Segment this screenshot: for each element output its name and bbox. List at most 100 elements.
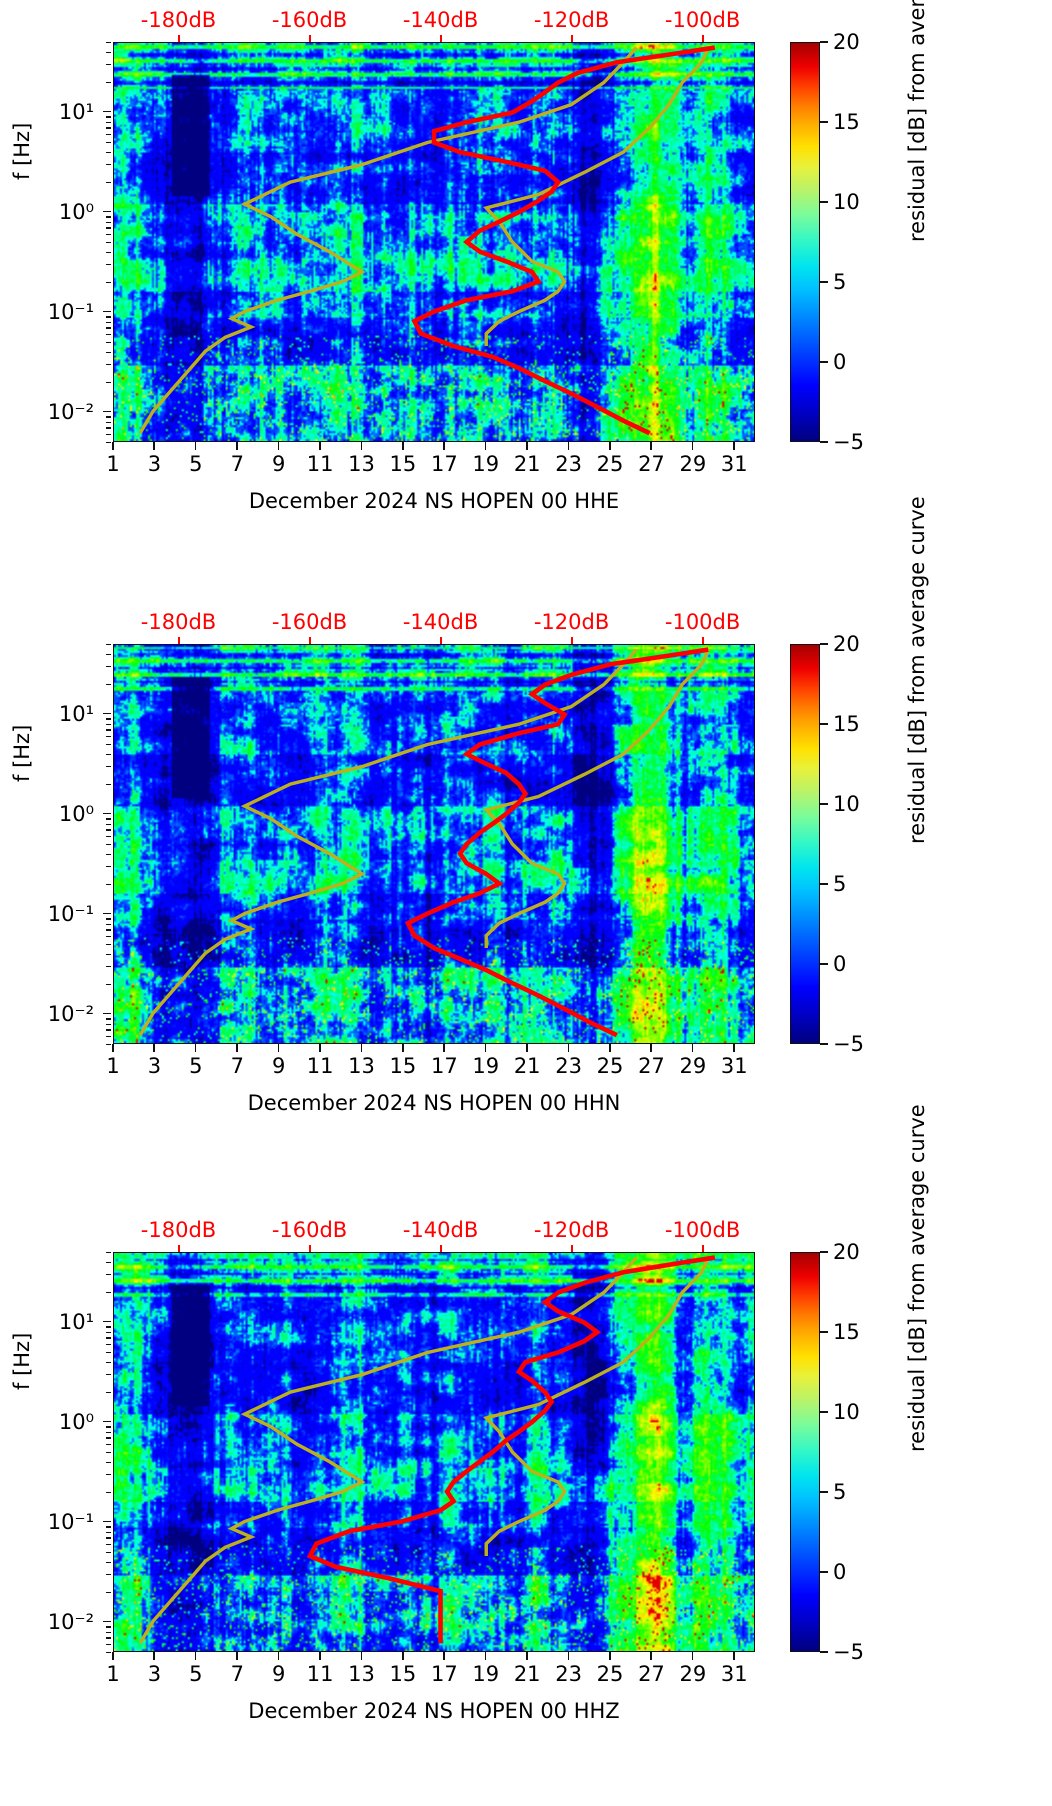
y-minor-tick <box>106 1552 111 1554</box>
y-minor-tick <box>106 936 111 938</box>
x-tick-mark <box>401 442 404 450</box>
x-tick-mark <box>484 442 487 450</box>
y-minor-tick <box>106 1023 111 1025</box>
x-tick-mark <box>236 442 238 450</box>
colorbar-tick-mark <box>820 1043 828 1045</box>
y-minor-tick <box>106 1626 111 1628</box>
db-tick-mark <box>701 1245 704 1252</box>
db-tick-label: -120dB <box>533 8 610 32</box>
y-minor-tick <box>106 1018 111 1020</box>
y-minor-tick <box>106 327 111 329</box>
y-tick-mark <box>103 310 111 313</box>
x-tick-mark <box>609 442 611 450</box>
colorbar-tick-mark <box>820 361 828 363</box>
x-tick-mark <box>650 1044 653 1052</box>
y-minor-tick <box>106 1431 111 1433</box>
y-minor-tick <box>106 1274 111 1276</box>
x-tick-label: 17 <box>430 1054 458 1078</box>
x-tick-mark <box>691 442 694 450</box>
y-minor-tick <box>106 923 111 925</box>
colorbar-ticks: 20 15 10 5 0 −5 <box>820 1240 910 1664</box>
colorbar-tick-mark <box>820 643 828 645</box>
y-tick-label: 10⁻¹ <box>47 299 94 324</box>
y-tick-label: 10⁰ <box>58 199 94 224</box>
y-minor-tick <box>106 1426 111 1428</box>
db-axis-hhz: -180dB -160dB -140dB -120dB -100dB <box>113 1218 755 1252</box>
x-tick-label: 31 <box>720 1662 748 1686</box>
db-axis-hhn: -180dB -160dB -140dB -120dB -100dB <box>113 610 755 644</box>
y-tick-label: 10¹ <box>58 1309 94 1334</box>
x-tick-mark <box>319 1044 321 1052</box>
y-minor-tick <box>106 264 111 266</box>
colorbar-tick-mark <box>820 441 828 443</box>
db-tick-mark <box>570 35 573 42</box>
y-minor-tick <box>106 142 111 144</box>
colorbar-tick-label: 5 <box>833 270 847 294</box>
x-tick-mark <box>526 442 528 450</box>
x-tick-mark <box>484 1652 487 1660</box>
curve-overlay <box>114 1253 754 1651</box>
panel-title-hhe: December 2024 NS HOPEN 00 HHE <box>248 489 620 513</box>
y-minor-tick <box>106 381 111 383</box>
colorbar-tick-mark <box>820 963 828 965</box>
y-minor-tick <box>106 1574 111 1576</box>
y-tick-label: 10¹ <box>58 99 94 124</box>
db-tick-mark <box>701 637 704 644</box>
colorbar-tick-mark <box>820 1411 828 1413</box>
colorbar-ticks: 20 15 10 5 0 −5 <box>820 632 910 1056</box>
db-tick-label: -100dB <box>664 8 741 32</box>
y-tick-mark <box>103 712 111 715</box>
y-minor-tick <box>106 644 111 646</box>
x-tick-label: 5 <box>189 1054 203 1078</box>
y-minor-tick <box>106 836 111 838</box>
db-tick-label: -160dB <box>271 8 348 32</box>
y-minor-tick <box>106 718 111 720</box>
db-tick-label: -100dB <box>664 1218 741 1242</box>
db-tick-mark <box>308 35 311 42</box>
colorbar-tick-mark <box>820 1331 828 1333</box>
y-tick-mark <box>103 1420 111 1423</box>
x-tick-mark <box>277 1652 280 1660</box>
colorbar-hhz <box>790 1252 820 1652</box>
y-minor-tick <box>106 1326 111 1328</box>
db-tick-mark <box>308 1245 311 1252</box>
y-minor-tick <box>106 783 111 785</box>
y-minor-tick <box>106 1252 111 1254</box>
y-minor-tick <box>106 242 111 244</box>
x-tick-mark <box>567 1044 570 1052</box>
x-tick-label: 3 <box>147 452 162 476</box>
y-minor-tick <box>106 81 111 83</box>
y-minor-tick <box>106 736 111 738</box>
y-minor-tick <box>106 151 111 153</box>
y-minor-tick <box>106 1391 111 1393</box>
x-tick-mark <box>401 1652 404 1660</box>
y-tick-mark <box>103 410 111 413</box>
x-tick-mark <box>484 1044 487 1052</box>
x-tick-mark <box>401 1044 404 1052</box>
x-tick-label: 29 <box>679 1662 707 1686</box>
panel-title-hhn: December 2024 NS HOPEN 00 HHN <box>247 1091 621 1115</box>
colorbar-label: residual [dB] from average curve <box>905 1104 929 1452</box>
y-minor-tick <box>106 1361 111 1363</box>
mean-psd-curve <box>310 1258 715 1644</box>
x-tick-mark <box>443 1652 445 1660</box>
x-tick-mark <box>609 1044 611 1052</box>
x-tick-label: 31 <box>720 1054 748 1078</box>
curve-overlay <box>114 645 754 1043</box>
y-minor-tick <box>106 227 111 229</box>
x-tick-mark <box>650 442 653 450</box>
colorbar-tick-label: 10 <box>833 190 860 214</box>
colorbar-tick-mark <box>820 1571 828 1573</box>
y-axis-hhe: 10¹ 10⁰ 10⁻¹ 10⁻² <box>0 42 111 444</box>
y-minor-tick <box>106 753 111 755</box>
spectrogram-axes-hhe <box>113 42 755 442</box>
y-tick-mark <box>103 1320 111 1323</box>
db-tick-mark <box>177 1245 180 1252</box>
y-tick-label: 10⁻² <box>47 399 94 424</box>
colorbar-ticks: 20 15 10 5 0 −5 <box>820 30 910 454</box>
colorbar-label: residual [dB] from average curve <box>905 496 929 844</box>
mean-psd-curve <box>408 650 708 1036</box>
y-minor-tick <box>106 42 111 44</box>
db-tick-mark <box>701 35 704 42</box>
y-minor-tick <box>106 121 111 123</box>
